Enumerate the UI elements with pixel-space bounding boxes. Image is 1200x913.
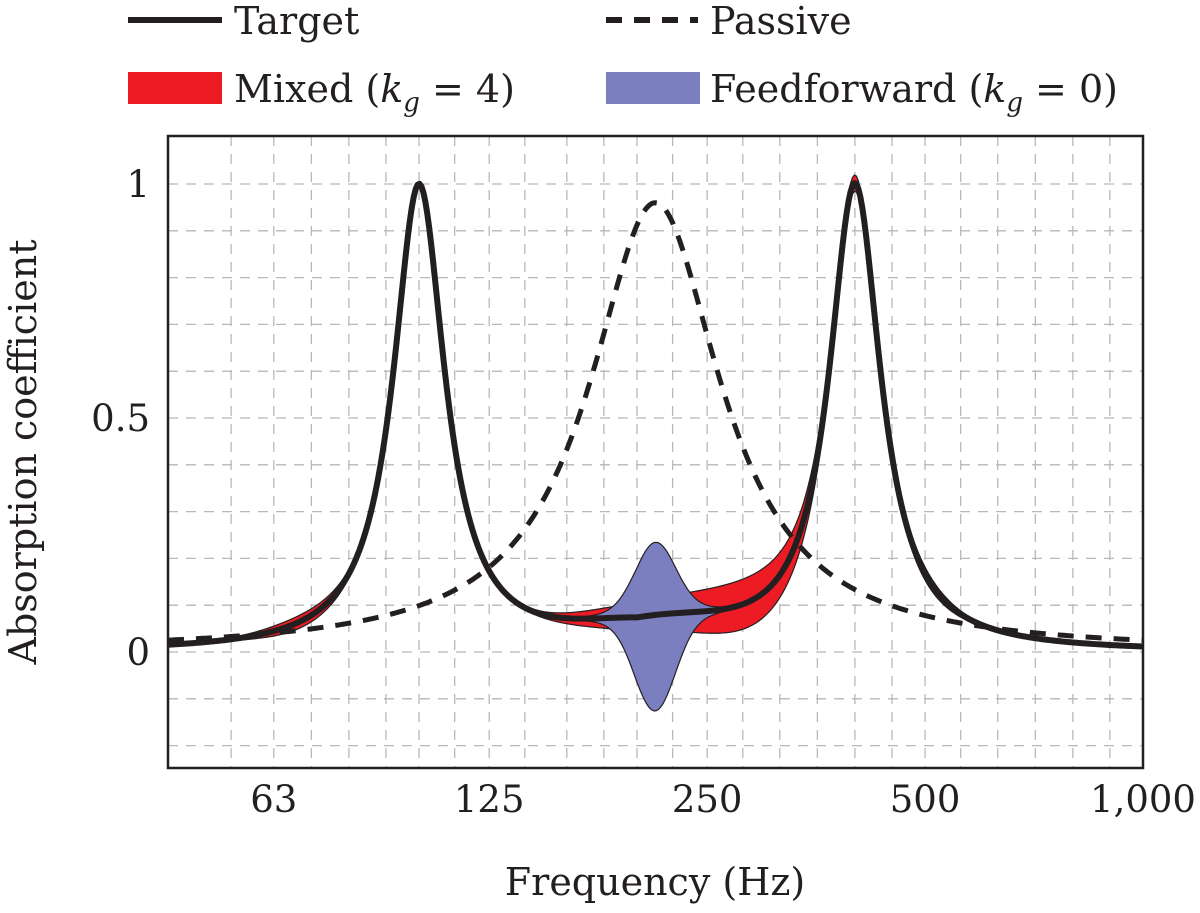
y-tick-label: 1 <box>126 163 150 206</box>
y-axis-ticks: 00.51 <box>91 163 150 674</box>
legend: Target Passive Mixed (kg = 4) Feedforwar… <box>128 0 1118 118</box>
x-tick-label: 63 <box>250 778 297 821</box>
legend-mixed-swatch <box>128 72 222 104</box>
passive-line <box>168 200 1143 643</box>
legend-feedforward-label: Feedforward (kg = 0) <box>710 67 1118 118</box>
legend-target-label: Target <box>234 0 359 43</box>
legend-feedforward-swatch <box>606 72 700 104</box>
y-tick-label: 0 <box>126 631 150 674</box>
plot-frame <box>166 134 1145 770</box>
x-axis-title: Frequency (Hz) <box>505 860 805 904</box>
x-tick-label: 125 <box>454 778 525 821</box>
y-axis-title: Absorption coefficient <box>1 240 45 666</box>
legend-passive-label: Passive <box>710 0 852 43</box>
x-tick-label: 1,000 <box>1090 778 1196 821</box>
x-tick-label: 500 <box>890 778 961 821</box>
legend-mixed-label: Mixed (kg = 4) <box>234 67 515 118</box>
x-tick-label: 250 <box>672 778 743 821</box>
x-axis-ticks: 63 125 250 500 1,000 <box>250 778 1196 821</box>
y-tick-label: 0.5 <box>91 397 150 440</box>
